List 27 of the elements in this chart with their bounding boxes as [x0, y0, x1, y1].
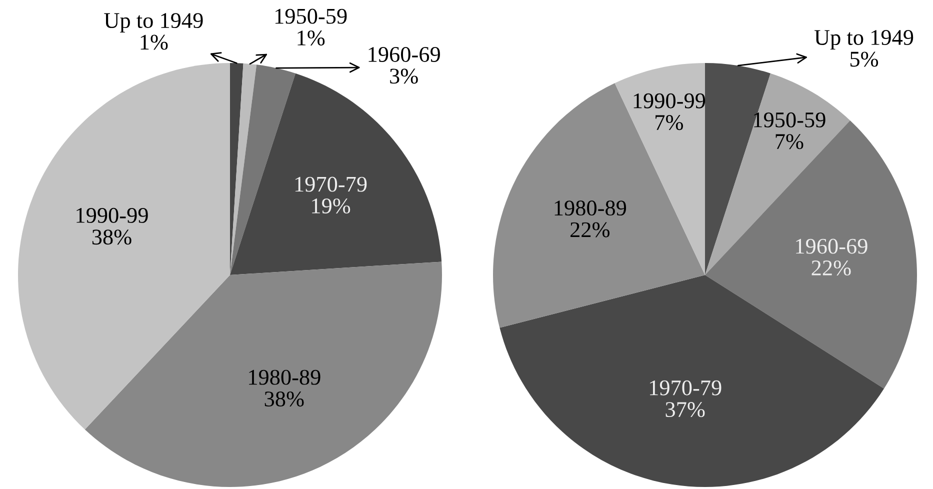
- pie-slice: [230, 64, 296, 275]
- data-label: 38%: [264, 392, 304, 407]
- slice-label: 1950-59: [275, 8, 347, 24]
- slice-label: Up to 1949: [104, 13, 203, 33]
- slice-label: 1980-89: [554, 200, 626, 216]
- data-label: 5%: [850, 52, 878, 67]
- data-label: 37%: [666, 402, 705, 418]
- slice-label: 1990-99: [76, 208, 148, 223]
- slice-label: Up to 1949: [814, 30, 914, 50]
- slice-label: 1970-79: [295, 176, 367, 192]
- data-label: 7%: [776, 134, 804, 150]
- pie-slice: [84, 262, 442, 487]
- slice-label: 1960-69: [796, 238, 868, 254]
- data-label: 7%: [656, 115, 683, 130]
- data-label: 19%: [312, 198, 350, 214]
- slice-label: 1980-89: [249, 370, 320, 385]
- data-label: 1%: [140, 34, 168, 50]
- slice-label: 1960-69: [368, 46, 440, 62]
- pie-slice: [493, 83, 705, 328]
- slice-label: 1950-59: [754, 112, 826, 128]
- data-label: 1%: [298, 30, 325, 46]
- data-label: 3%: [390, 68, 418, 84]
- data-label: 22%: [812, 260, 851, 276]
- data-label: 22%: [570, 222, 610, 238]
- slice-label: 1970-79: [650, 380, 722, 396]
- data-label: 38%: [92, 230, 132, 245]
- slice-label: 1990-99: [634, 93, 706, 108]
